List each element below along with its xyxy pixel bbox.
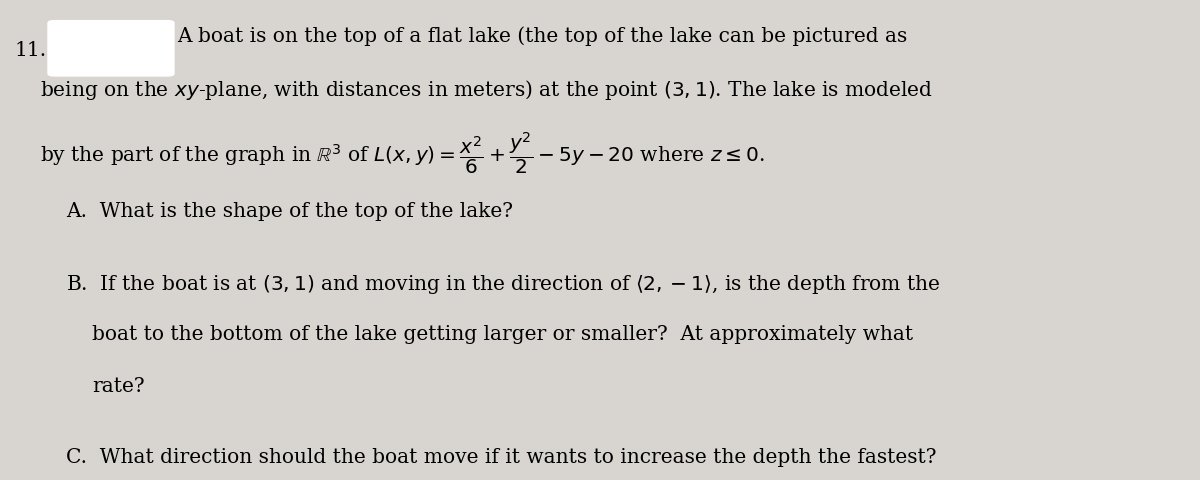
Text: boat to the bottom of the lake getting larger or smaller?  At approximately what: boat to the bottom of the lake getting l… — [92, 324, 913, 343]
Text: being on the $xy$-plane, with distances in meters) at the point $(3, 1)$. The la: being on the $xy$-plane, with distances … — [40, 78, 932, 102]
Text: by the part of the graph in $\mathbb{R}^3$ of $L(x, y) = \dfrac{x^2}{6} + \dfrac: by the part of the graph in $\mathbb{R}^… — [40, 130, 764, 176]
Text: 11.: 11. — [14, 41, 47, 60]
Text: rate?: rate? — [92, 376, 145, 395]
FancyBboxPatch shape — [48, 22, 174, 77]
Text: A boat is on the top of a flat lake (the top of the lake can be pictured as: A boat is on the top of a flat lake (the… — [178, 26, 908, 46]
Text: C.  What direction should the boat move if it wants to increase the depth the fa: C. What direction should the boat move i… — [66, 447, 936, 466]
Text: A.  What is the shape of the top of the lake?: A. What is the shape of the top of the l… — [66, 201, 514, 220]
Text: B.  If the boat is at $(3, 1)$ and moving in the direction of $\langle 2, -1\ran: B. If the boat is at $(3, 1)$ and moving… — [66, 272, 941, 295]
